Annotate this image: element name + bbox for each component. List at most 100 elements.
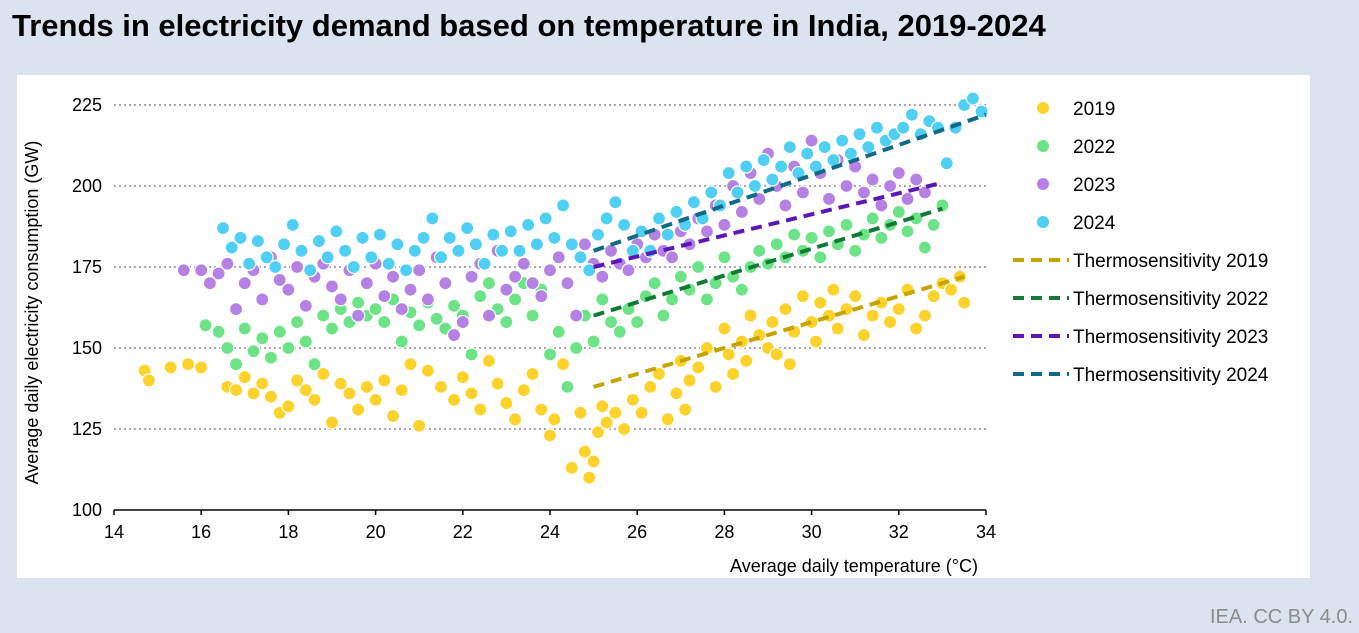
x-tick-label-28: 28 [714,522,734,542]
legend-marker-2019 [1037,102,1049,114]
point-2019-41 [542,428,558,443]
point-2019-23 [377,373,392,388]
point-2019-58 [660,412,675,427]
point-2022-1 [211,324,226,339]
point-2023-31 [455,314,470,330]
point-2019-52 [608,405,623,420]
point-2019-89 [865,308,880,323]
point-2023-1 [194,263,209,278]
point-2019-51 [599,415,614,430]
point-2019-28 [420,363,436,378]
point-2022-4 [237,321,252,336]
y-tick-label-100: 100 [72,500,102,520]
point-2024-31 [486,227,501,242]
point-2022-37 [525,308,540,323]
point-2019-43 [555,357,571,372]
point-2024-13 [329,224,344,239]
point-2024-33 [503,224,518,239]
point-2024-74 [861,140,876,155]
point-2023-22 [377,289,392,304]
point-2022-49 [630,314,645,330]
point-2019-68 [726,366,741,382]
point-2022-26 [429,311,444,326]
point-2023-5 [228,302,244,317]
point-2022-83 [926,217,941,232]
point-2019-21 [359,379,374,394]
point-2019-94 [909,321,924,336]
point-2024-67 [800,146,815,161]
point-2024-45 [608,195,623,210]
point-2024-40 [564,237,579,252]
point-2023-26 [412,263,427,278]
point-2023-41 [542,263,558,278]
legend: 2019 2022 2023 2024 Thermosensitivity 2019 Th… [1013,99,1269,386]
point-2019-59 [669,386,684,401]
point-2022-67 [787,227,802,242]
point-2022-10 [290,314,305,330]
point-2019-1 [141,373,156,388]
point-2024-12 [320,250,335,265]
point-2023-12 [290,259,305,275]
point-2019-8 [246,386,261,401]
point-2023-81 [891,165,906,181]
point-2024-65 [782,140,797,155]
point-2019-45 [573,405,588,420]
point-2019-30 [446,392,462,407]
point-2024-7 [276,237,292,252]
point-2019-33 [473,402,488,417]
point-2022-41 [560,379,575,394]
point-2024-6 [268,259,283,275]
point-2022-9 [281,340,296,356]
point-2024-0 [215,221,231,236]
point-2024-41 [573,250,588,265]
point-2023-83 [909,172,924,187]
legend-marker-2024 [1037,216,1049,228]
legend-label-2023: 2023 [1073,175,1115,196]
point-2024-28 [460,221,475,236]
point-2024-23 [416,230,431,245]
trend-lines [592,112,987,389]
point-2019-67 [721,347,736,362]
point-2023-71 [804,133,819,148]
point-2023-47 [595,269,610,284]
point-2022-61 [734,282,749,297]
x-tick-label-16: 16 [191,522,211,542]
point-2019-27 [412,418,427,433]
point-2019-79 [795,289,810,304]
legend-marker-2023 [1037,178,1049,190]
point-2019-71 [743,308,758,323]
point-2022-14 [324,321,340,336]
point-2023-73 [821,191,837,207]
point-2023-39 [525,276,540,291]
point-2022-28 [446,298,462,313]
point-2023-63 [734,204,749,220]
point-2024-75 [869,120,885,135]
point-2019-9 [255,376,270,391]
point-2019-2 [163,360,178,375]
point-2024-1 [224,240,239,255]
point-2019-49 [590,425,606,440]
point-2019-31 [455,370,470,385]
point-2019-84 [826,282,841,297]
point-2019-95 [917,308,933,323]
point-2022-70 [813,250,828,265]
point-2024-52 [669,204,684,220]
y-tick-label-175: 175 [72,257,102,277]
point-2022-65 [769,237,784,252]
x-tick-label-26: 26 [627,522,647,542]
point-2023-40 [534,289,549,304]
point-2019-81 [808,334,824,349]
data-points [137,91,989,485]
point-2024-83 [939,156,954,171]
point-2019-50 [595,399,610,414]
point-2019-61 [678,402,693,417]
point-2024-58 [721,165,736,181]
point-2019-77 [782,357,797,372]
point-2023-4 [220,256,235,271]
point-2019-15 [307,392,322,407]
x-tick-label-18: 18 [278,522,298,542]
point-2019-85 [830,321,845,336]
point-2019-46 [577,444,592,459]
trendline-thermosensitivity-2024 [592,112,987,253]
point-2022-3 [228,357,244,372]
